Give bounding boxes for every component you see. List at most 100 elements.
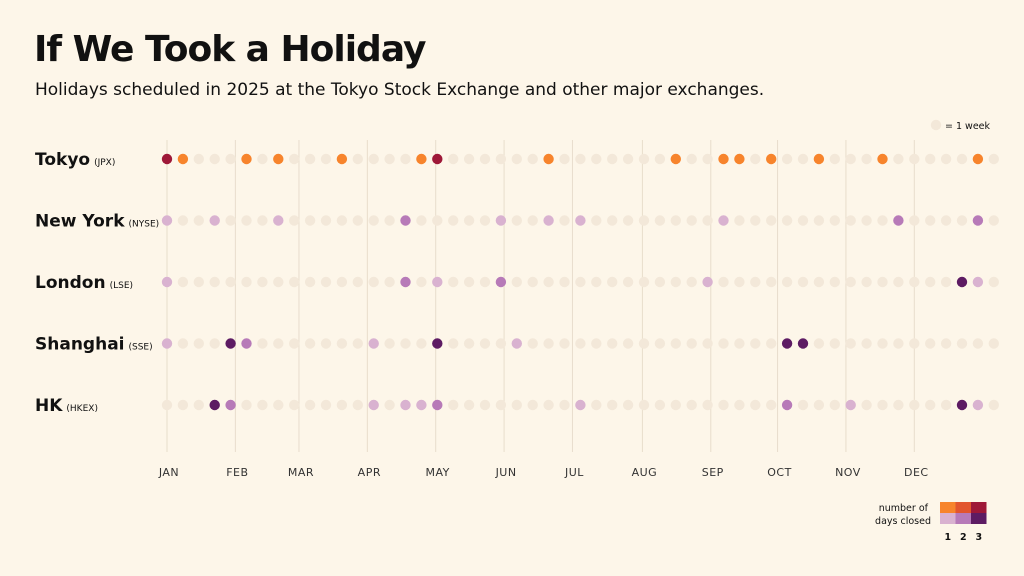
dot-legend-label: = 1 week — [945, 121, 991, 132]
color-legend-title-line2: days closed — [875, 516, 931, 527]
exchange-code: (NYSE) — [129, 220, 160, 230]
holiday-dot — [177, 153, 189, 165]
holiday-dot — [877, 153, 888, 165]
week-dot — [448, 338, 459, 349]
holiday-dot — [241, 338, 252, 349]
week-dot — [479, 215, 491, 226]
week-dot — [813, 399, 825, 411]
week-dot — [686, 338, 697, 349]
week-dot — [384, 276, 395, 288]
week-dot — [686, 276, 697, 288]
month-label-feb: FEB — [226, 466, 248, 479]
exchange-name: Tokyo — [35, 150, 90, 170]
week-dot — [463, 338, 475, 349]
week-dot — [511, 153, 522, 165]
week-dot — [750, 399, 761, 411]
week-dot — [718, 399, 729, 411]
week-dot — [336, 399, 348, 411]
month-label-aug: AUG — [632, 466, 658, 479]
legend-level-1: 1 — [944, 532, 951, 543]
week-dot — [559, 399, 570, 411]
week-dot — [925, 153, 936, 165]
week-dot — [559, 338, 570, 349]
holiday-dot — [575, 215, 586, 226]
week-dot — [734, 338, 745, 349]
week-dot — [463, 276, 475, 288]
week-dot — [193, 215, 204, 226]
row-london: London (LSE) — [35, 273, 999, 293]
holiday-dot — [161, 153, 173, 165]
holiday-dot — [718, 153, 729, 165]
week-dot — [781, 153, 793, 165]
week-dot — [336, 276, 348, 288]
exchange-label-hk: HK (HKEX) — [35, 396, 98, 416]
legend-level-3: 3 — [975, 532, 982, 543]
holiday-dot — [416, 153, 427, 165]
week-dot — [304, 276, 316, 288]
week-dot — [320, 276, 332, 288]
holiday-dot — [845, 399, 856, 411]
week-dot — [479, 338, 491, 349]
week-dot — [575, 338, 586, 349]
week-dot — [527, 276, 538, 288]
week-dot — [686, 399, 697, 411]
week-dot — [702, 153, 713, 165]
week-dot — [861, 399, 872, 411]
week-dot — [320, 215, 332, 226]
week-dot — [750, 153, 761, 165]
week-dot — [304, 153, 316, 165]
week-dot — [766, 276, 777, 288]
week-dot — [257, 338, 268, 349]
week-dot — [638, 338, 650, 349]
week-dot — [654, 215, 666, 226]
holiday-dot — [400, 215, 411, 226]
week-dot — [670, 399, 681, 411]
week-dot — [718, 276, 729, 288]
week-dot — [925, 399, 936, 411]
row-tokyo: Tokyo (JPX) — [35, 150, 999, 170]
week-dot — [384, 338, 395, 349]
week-dot — [320, 399, 332, 411]
holiday-dot — [781, 338, 793, 349]
week-dot — [289, 338, 300, 349]
week-dot — [495, 399, 507, 411]
legend-swatch-orange-1 — [940, 502, 956, 513]
holiday-dot — [161, 338, 173, 349]
week-dot — [241, 276, 252, 288]
holiday-dot — [702, 276, 713, 288]
week-dot — [909, 276, 920, 288]
week-dot — [384, 215, 395, 226]
week-dot — [352, 399, 363, 411]
month-label-apr: APR — [358, 466, 381, 479]
week-dot — [607, 399, 618, 411]
week-dot — [575, 276, 586, 288]
week-dot — [861, 215, 872, 226]
week-dot — [257, 276, 268, 288]
week-dot — [909, 338, 920, 349]
week-dot — [336, 338, 348, 349]
week-dot — [686, 153, 697, 165]
week-dot — [702, 215, 713, 226]
week-dot — [193, 153, 204, 165]
week-dot — [559, 153, 570, 165]
week-dot — [177, 338, 189, 349]
week-dot — [622, 399, 634, 411]
week-dot — [543, 338, 554, 349]
exchange-label-london: London (LSE) — [35, 273, 133, 293]
week-dot — [161, 399, 173, 411]
week-dot — [909, 215, 920, 226]
week-dot — [352, 276, 363, 288]
week-dot — [956, 215, 968, 226]
week-dot — [448, 153, 459, 165]
row-new-york: New York (NYSE) — [35, 212, 999, 232]
week-dot — [527, 338, 538, 349]
week-dot — [877, 338, 888, 349]
month-label-jun: JUN — [495, 466, 517, 479]
week-dot — [766, 338, 777, 349]
week-dot — [527, 215, 538, 226]
week-dot — [940, 215, 952, 226]
week-dot — [988, 338, 999, 349]
week-dot — [686, 215, 697, 226]
week-dot — [622, 215, 634, 226]
